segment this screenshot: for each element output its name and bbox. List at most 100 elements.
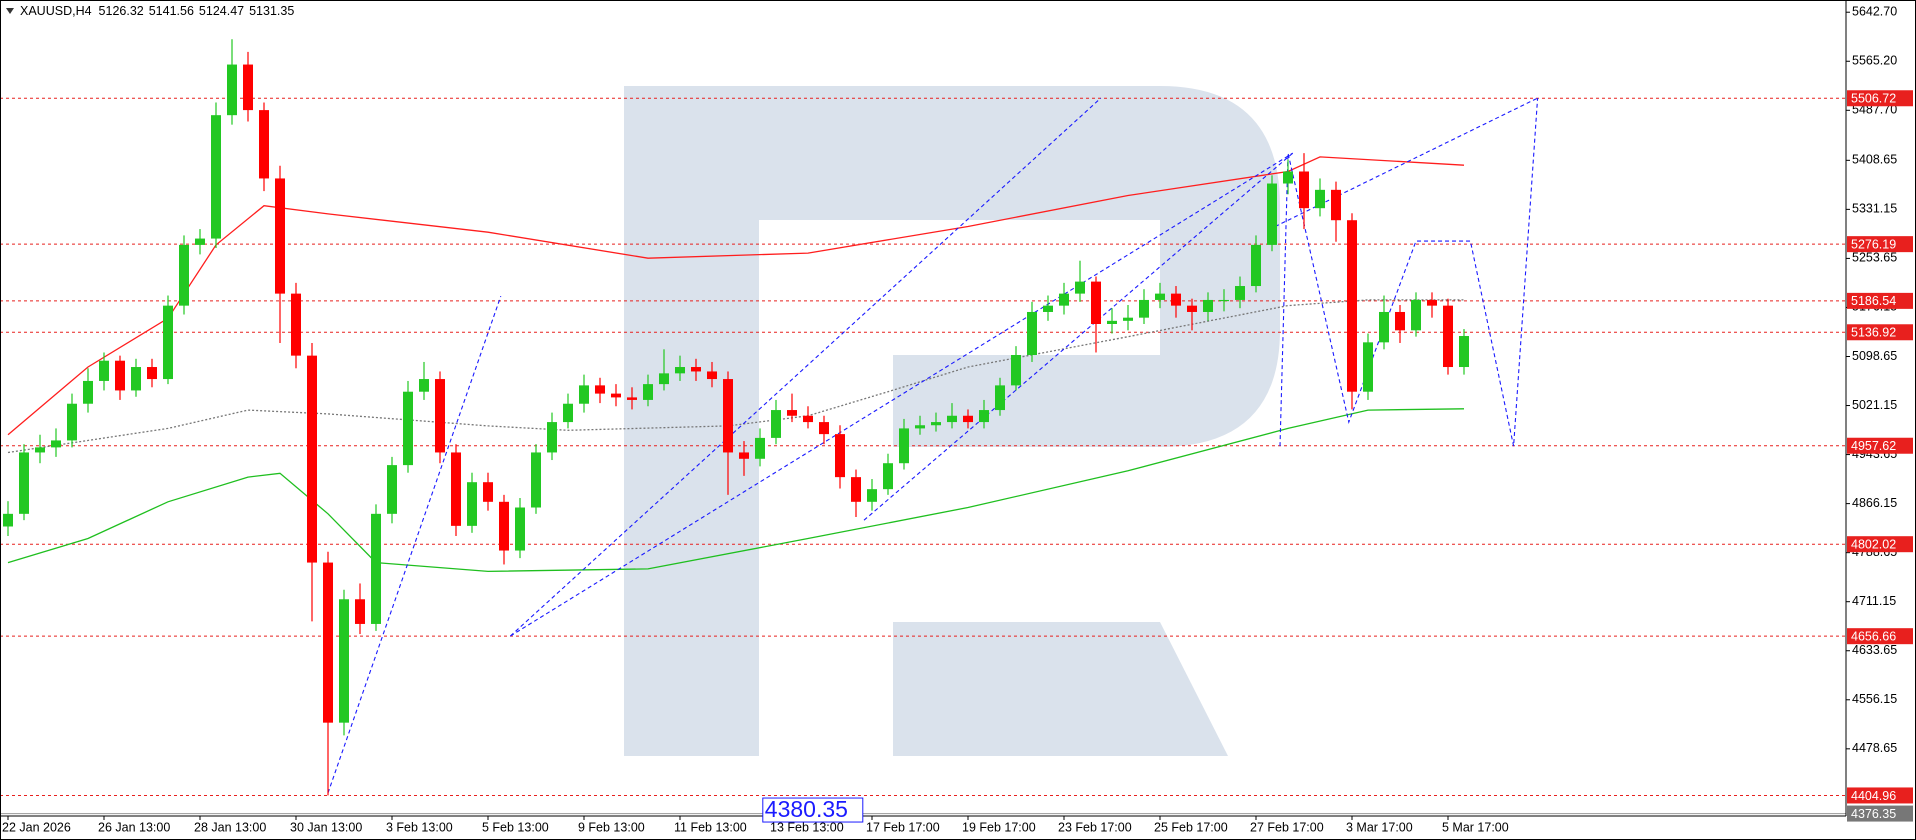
candle-body — [243, 64, 253, 111]
candle-body — [419, 379, 429, 392]
header-high: 5141.56 — [149, 4, 194, 18]
candle-body — [195, 238, 205, 245]
x-tick-label: 3 Mar 17:00 — [1346, 820, 1413, 834]
candle-body — [1251, 244, 1261, 287]
header-open: 5126.32 — [99, 4, 144, 18]
level-label-box — [1847, 787, 1913, 804]
candle-body — [867, 489, 877, 502]
candle-body — [1235, 286, 1245, 300]
y-tick-label: 5331.15 — [1852, 202, 1897, 216]
trendline — [1279, 98, 1539, 447]
candle-body — [1363, 342, 1373, 392]
header-low: 5124.47 — [199, 4, 244, 18]
candle-body — [179, 244, 189, 306]
candle-body — [291, 293, 301, 356]
candle-body — [163, 305, 173, 380]
candle-body — [1187, 305, 1197, 312]
candle-body — [947, 415, 957, 423]
candle-body — [211, 115, 221, 239]
candle-body — [963, 415, 973, 423]
candle-body — [1155, 293, 1165, 300]
candle-body — [739, 452, 749, 459]
candle-body — [1459, 336, 1469, 368]
candle-body — [1443, 305, 1453, 368]
symbol: XAUUSD,H4 — [20, 4, 92, 18]
level-label: 5186.54 — [1851, 294, 1896, 308]
y-tick-label: 5021.15 — [1852, 398, 1897, 412]
y-tick-label: 5098.65 — [1852, 349, 1897, 363]
moving-average — [7, 156, 1465, 436]
candle-body — [259, 110, 269, 179]
candle-body — [1043, 305, 1053, 312]
annotation-box — [762, 797, 864, 823]
moving-average — [7, 299, 1464, 454]
x-tick-label: 5 Mar 17:00 — [1442, 820, 1509, 834]
x-tick-label: 3 Feb 13:00 — [386, 820, 453, 834]
candle-body — [1347, 220, 1357, 392]
x-tick-label: 17 Feb 17:00 — [866, 820, 940, 834]
candle-body — [1379, 311, 1389, 343]
candle-body — [387, 465, 397, 514]
candle-body — [1315, 189, 1325, 209]
price-label-box — [1847, 805, 1913, 822]
x-tick-label: 11 Feb 13:00 — [674, 820, 747, 834]
annotation-text: 4380.35 — [765, 796, 848, 822]
candle-body — [819, 422, 829, 435]
x-tick-label: 19 Feb 17:00 — [962, 820, 1036, 834]
candle-body — [531, 452, 541, 508]
candle-body — [851, 477, 861, 502]
candle-body — [1267, 183, 1277, 245]
candle-body — [1075, 281, 1085, 294]
level-label: 4957.62 — [1851, 439, 1896, 453]
candle-body — [675, 367, 685, 374]
trendline — [863, 152, 1294, 521]
candle-body — [227, 64, 237, 116]
candle-body — [355, 599, 365, 624]
y-tick-label: 4711.15 — [1852, 594, 1896, 608]
candle-body — [1411, 299, 1421, 331]
candle-body — [787, 410, 797, 416]
candle-body — [579, 385, 589, 404]
candle-body — [451, 452, 461, 526]
candle-body — [771, 410, 781, 438]
y-tick-label: 4866.15 — [1852, 496, 1897, 510]
y-tick-label: 5565.20 — [1852, 54, 1897, 68]
candle-body — [723, 379, 733, 453]
candle-body — [275, 178, 285, 294]
candle-body — [803, 415, 813, 423]
x-tick-label: 26 Jan 13:00 — [98, 820, 170, 834]
candle-body — [643, 384, 653, 400]
candle-body — [1299, 171, 1309, 209]
candle-body — [1219, 299, 1229, 302]
y-tick-label: 5408.65 — [1852, 153, 1897, 167]
candle-body — [979, 410, 989, 423]
candle-body — [547, 422, 557, 453]
candle-body — [323, 562, 333, 723]
candle-body — [307, 355, 317, 563]
candle-body — [1123, 317, 1133, 321]
candle-body — [1011, 355, 1021, 386]
level-label: 4404.96 — [1851, 789, 1896, 803]
level-label-box — [1847, 437, 1913, 454]
candle-body — [1203, 299, 1213, 312]
candle-body — [83, 380, 93, 404]
candle-body — [403, 391, 413, 466]
candle-body — [1027, 311, 1037, 356]
candle-body — [499, 501, 509, 551]
candle-body — [659, 373, 669, 385]
header-close: 5131.35 — [249, 4, 294, 18]
candle-body — [1107, 320, 1117, 324]
x-tick-label: 9 Feb 13:00 — [578, 820, 645, 834]
x-tick-label: 22 Jan 2026 — [2, 820, 71, 834]
trendline — [510, 97, 1102, 637]
candle-body — [19, 452, 29, 514]
candle-body — [3, 513, 13, 527]
level-label-box — [1847, 90, 1913, 107]
candle-body — [627, 397, 637, 400]
candle-body — [995, 385, 1005, 411]
candle-body — [339, 599, 349, 723]
level-label: 4656.66 — [1851, 629, 1896, 643]
level-label: 5506.72 — [1851, 92, 1896, 106]
